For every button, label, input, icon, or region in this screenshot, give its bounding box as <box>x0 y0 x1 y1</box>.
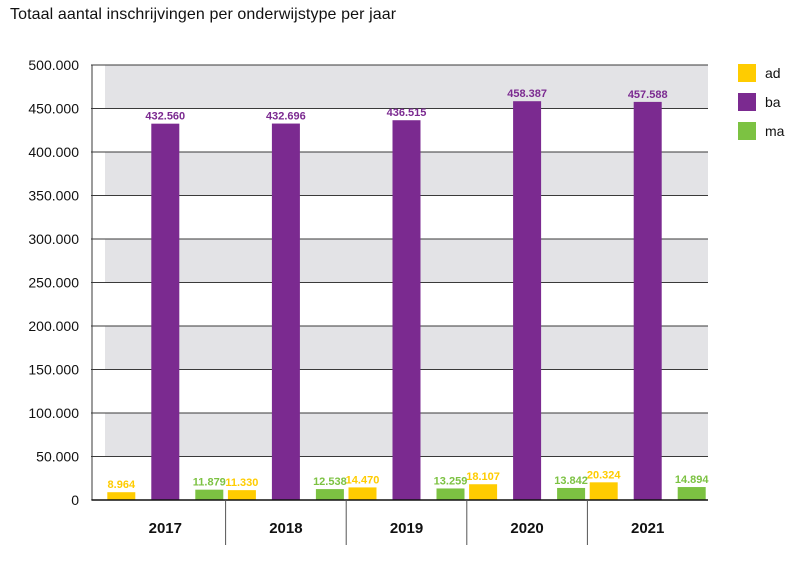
x-axis: 2017 2018 2019 2020 2021 <box>92 499 708 545</box>
bar-ma-2021 <box>677 487 706 500</box>
x-tick-label: 2019 <box>390 520 423 537</box>
y-tick-label: 350.000 <box>28 188 79 204</box>
data-label-ma-2019: 13.259 <box>434 475 468 487</box>
data-label-ad-2017: 8.964 <box>108 479 136 491</box>
bars <box>107 101 706 501</box>
data-label-ba-2019: 436.515 <box>387 107 427 119</box>
data-label-ad-2019: 14.470 <box>346 474 380 486</box>
data-label-ba-2017: 432.560 <box>145 111 185 123</box>
bar-ba-2019 <box>392 120 421 501</box>
y-tick-label: 250.000 <box>28 275 79 291</box>
x-tick-label: 2020 <box>510 520 543 537</box>
bar-ma-2017 <box>195 489 224 500</box>
x-tick-label: 2018 <box>269 520 302 537</box>
data-label-ba-2020: 458.387 <box>507 88 547 100</box>
y-tick-label: 100.000 <box>28 405 79 421</box>
data-label-ma-2020: 13.842 <box>554 475 588 487</box>
plot-band <box>105 65 708 109</box>
data-label-ma-2021: 14.894 <box>675 474 710 486</box>
bar-ba-2020 <box>513 101 542 500</box>
bar-ad-2020 <box>469 484 498 500</box>
legend-swatch-ba <box>738 93 756 111</box>
y-tick-label: 0 <box>71 492 79 508</box>
chart-title: Totaal aantal inschrijvingen per onderwi… <box>10 6 397 23</box>
y-tick-label: 450.000 <box>28 101 79 117</box>
x-tick-label: 2021 <box>631 520 664 537</box>
bar-ad-2019 <box>348 487 377 500</box>
y-tick-label: 300.000 <box>28 231 79 247</box>
data-label-ma-2018: 12.538 <box>313 476 347 488</box>
y-tick-label: 400.000 <box>28 144 79 160</box>
bar-ad-2021 <box>589 482 618 500</box>
bar-ma-2020 <box>557 487 586 500</box>
y-tick-label: 500.000 <box>28 57 79 73</box>
data-label-ba-2018: 432.696 <box>266 111 306 123</box>
bar-ba-2017 <box>151 123 180 501</box>
y-tick-label: 150.000 <box>28 362 79 378</box>
bar-ba-2018 <box>271 123 300 501</box>
y-tick-label: 200.000 <box>28 318 79 334</box>
data-label-ad-2018: 11.330 <box>225 477 258 489</box>
legend: ad ba ma <box>738 64 785 140</box>
y-tick-label: 50.000 <box>36 449 79 465</box>
data-label-ad-2020: 18.107 <box>466 471 500 483</box>
y-axis-tick-labels: 0 50.000 100.000 150.000 200.000 250.000 300.0… <box>28 57 79 508</box>
legend-swatch-ma <box>738 122 756 140</box>
x-tick-label: 2017 <box>149 520 182 537</box>
bar-ba-2021 <box>633 101 662 500</box>
bar-ad-2018 <box>227 490 256 500</box>
data-label-ma-2017: 11.879 <box>193 477 226 489</box>
data-label-ad-2021: 20.324 <box>587 469 622 481</box>
legend-label-ad: ad <box>765 65 781 81</box>
legend-label-ma: ma <box>765 123 785 139</box>
bar-ma-2019 <box>436 488 465 500</box>
data-label-ba-2021: 457.588 <box>628 89 668 101</box>
bar-ma-2018 <box>315 489 344 500</box>
legend-label-ba: ba <box>765 94 781 110</box>
legend-swatch-ad <box>738 64 756 82</box>
bar-ad-2017 <box>107 492 136 500</box>
